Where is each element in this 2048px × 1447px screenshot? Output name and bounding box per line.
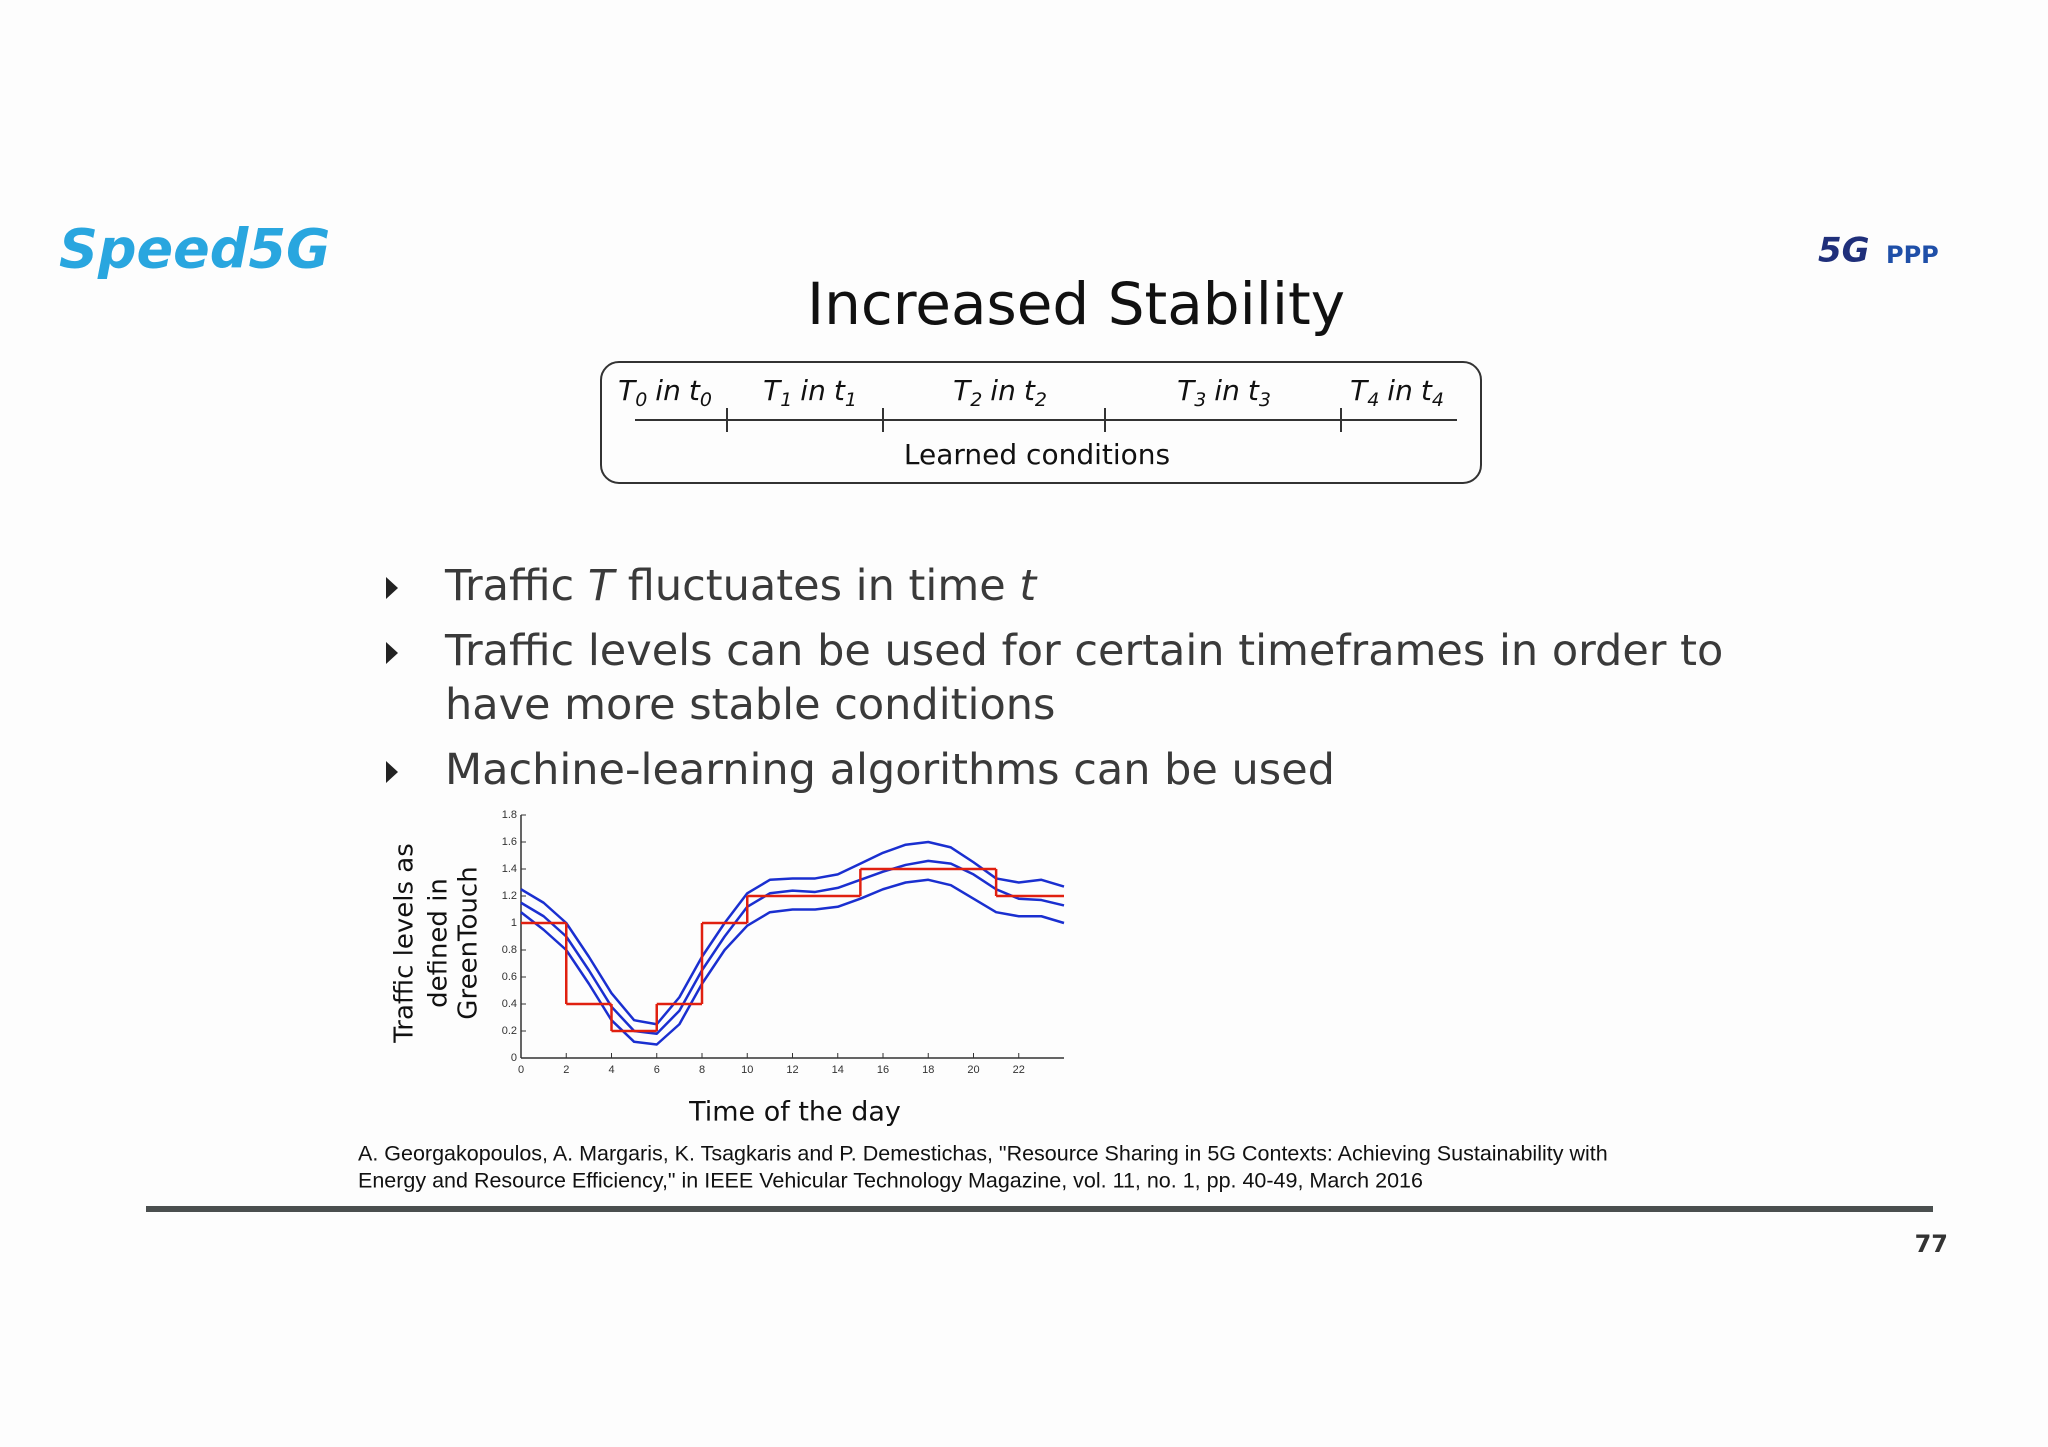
- timeline-var: t: [1248, 374, 1260, 407]
- x-tick-label: 14: [832, 1064, 844, 1076]
- timeline-in: in: [800, 374, 826, 407]
- y-tick-label: 1.2: [502, 890, 517, 902]
- timeline-in: in: [655, 374, 681, 407]
- y-axis-label: Traffic levels as: [390, 843, 420, 1044]
- y-axis-label: GreenTouch: [454, 866, 484, 1019]
- y-tick-label: 0.4: [502, 998, 517, 1010]
- bullet-text: Machine-learning algorithms can be used: [445, 745, 1335, 795]
- timeline-var: T: [763, 374, 782, 407]
- timeline-var: t: [1024, 374, 1036, 407]
- y-tick-label: 0.2: [502, 1025, 517, 1037]
- x-tick-label: 16: [877, 1064, 889, 1076]
- timeline-sub: 2: [970, 389, 982, 411]
- timeline-sub: 3: [1259, 389, 1271, 411]
- x-tick-label: 8: [699, 1064, 705, 1076]
- timeline-sub: 0: [635, 389, 647, 411]
- y-tick-label: 0.6: [502, 971, 517, 983]
- logo-right: 5G: [1818, 231, 1870, 271]
- bullet-text: have more stable conditions: [445, 680, 1055, 730]
- timeline-sub: 1: [845, 389, 857, 411]
- timeline-var: T: [953, 374, 972, 407]
- timeline-var: T: [1350, 374, 1369, 407]
- x-tick-label: 4: [608, 1064, 614, 1076]
- timeline-label: T4 in t4: [1350, 374, 1444, 411]
- timeline-in: in: [990, 374, 1016, 407]
- timeline-label: T0 in t0: [618, 374, 712, 411]
- logo-right: PPP: [1886, 241, 1939, 269]
- traffic-curve: [520, 840, 1065, 1026]
- bullet-run: have more stable conditions: [445, 680, 1055, 730]
- x-tick-label: 22: [1013, 1064, 1025, 1076]
- bullet-run: Machine-learning algorithms can be used: [445, 745, 1335, 795]
- x-tick-label: 10: [741, 1064, 753, 1076]
- bullet-arrow: [386, 761, 398, 783]
- bullet-text: Traffic T fluctuates in time t: [444, 561, 1038, 611]
- y-tick-label: 1.6: [502, 836, 517, 848]
- x-tick-label: 6: [654, 1064, 660, 1076]
- x-tick-label: 18: [922, 1064, 934, 1076]
- x-tick-label: 12: [786, 1064, 798, 1076]
- page-number: 77: [1915, 1230, 1948, 1258]
- y-axis-label: defined in: [424, 878, 454, 1008]
- bullet-arrow: [386, 642, 398, 664]
- timeline-var: t: [1421, 374, 1433, 407]
- timeline-sub: 2: [1035, 389, 1047, 411]
- bullet-arrow: [386, 577, 398, 599]
- bullet-run: fluctuates in time: [614, 561, 1019, 611]
- y-tick-label: 0: [511, 1052, 517, 1064]
- logo-left: Speed5G: [59, 218, 330, 281]
- timeline-sub: 4: [1432, 389, 1444, 411]
- bullet-run: Traffic: [444, 561, 588, 611]
- bullet-run: Traffic levels can be used for certain t…: [444, 626, 1723, 676]
- timeline-sub: 3: [1194, 389, 1206, 411]
- y-tick-label: 1: [511, 917, 517, 929]
- bullet-text: Traffic levels can be used for certain t…: [444, 626, 1723, 676]
- x-axis-label: Time of the day: [688, 1097, 901, 1128]
- y-tick-label: 1.8: [502, 809, 517, 821]
- citation-line: A. Georgakopoulos, A. Margaris, K. Tsagk…: [358, 1142, 1608, 1166]
- timeline-in: in: [1387, 374, 1413, 407]
- timeline-var: T: [1177, 374, 1196, 407]
- timeline-label: T2 in t2: [953, 374, 1047, 411]
- timeline-sub: 4: [1367, 389, 1379, 411]
- timeline-caption: Learned conditions: [904, 438, 1170, 471]
- timeline-var: t: [689, 374, 701, 407]
- x-tick-label: 20: [967, 1064, 979, 1076]
- timeline-var: t: [834, 374, 846, 407]
- timeline-label: T1 in t1: [763, 374, 857, 411]
- timeline-var: T: [618, 374, 637, 407]
- timeline-label: T3 in t3: [1177, 374, 1271, 411]
- slide-title: Increased Stability: [807, 270, 1345, 338]
- y-tick-label: 0.8: [502, 944, 517, 956]
- timeline-sub: 1: [780, 389, 792, 411]
- bullet-run: T: [588, 561, 618, 611]
- y-tick-label: 1.4: [502, 863, 517, 875]
- x-tick-label: 2: [563, 1064, 569, 1076]
- bullet-run: t: [1019, 561, 1038, 611]
- x-tick-label: 0: [518, 1064, 524, 1076]
- timeline-in: in: [1214, 374, 1240, 407]
- timeline-sub: 0: [700, 389, 712, 411]
- citation-line: Energy and Resource Efficiency," in IEEE…: [358, 1169, 1423, 1193]
- timeline-box: [600, 361, 1482, 484]
